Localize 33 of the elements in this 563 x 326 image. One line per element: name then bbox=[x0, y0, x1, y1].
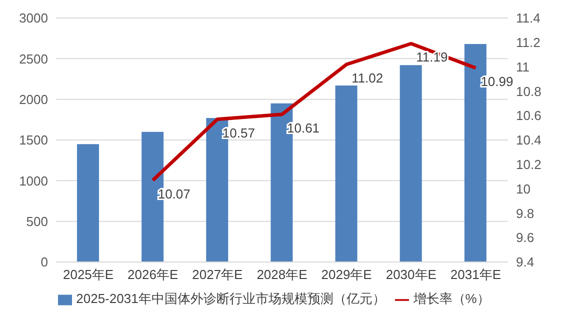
bar bbox=[335, 86, 358, 262]
y-tick-label: 1500 bbox=[19, 132, 48, 148]
y2-tick-label: 9.8 bbox=[516, 206, 534, 221]
x-tick-label: 2025年E bbox=[62, 267, 114, 282]
x-tick-label: 2031年E bbox=[450, 267, 502, 282]
legend-label: 增长率（%） bbox=[413, 291, 490, 306]
y2-tick-label: 10 bbox=[516, 181, 530, 196]
bar bbox=[400, 65, 422, 262]
y2-tick-label: 9.6 bbox=[516, 230, 534, 246]
y2-tick-label: 10.8 bbox=[516, 84, 542, 99]
line-series bbox=[151, 42, 478, 182]
y-tick-label: 1000 bbox=[19, 173, 48, 188]
y2-tick-label: 10.6 bbox=[516, 108, 542, 124]
x-tick-label: 2030年E bbox=[386, 267, 437, 282]
data-label: 11.19 bbox=[416, 50, 448, 65]
y2-tick-label: 11.4 bbox=[516, 10, 540, 26]
x-tick-label: 2028年E bbox=[256, 267, 308, 282]
legend-label: 2025-2031年中国体外诊断行业市场规模预测（亿元） bbox=[76, 291, 386, 306]
x-tick-label: 2029年E bbox=[321, 267, 372, 282]
y-tick-label: 500 bbox=[26, 214, 48, 229]
y2-tick-label: 11 bbox=[516, 59, 530, 74]
x-tick-label: 2026年E bbox=[128, 267, 178, 282]
y-tick-label: 2500 bbox=[19, 51, 48, 66]
y-tick-label: 2000 bbox=[19, 92, 48, 107]
y2-tick-label: 9.4 bbox=[516, 254, 534, 270]
y-tick-label: 0 bbox=[40, 254, 48, 270]
data-label: 11.02 bbox=[352, 70, 384, 86]
bar bbox=[77, 144, 99, 262]
y2-tick-label: 11.2 bbox=[516, 35, 540, 50]
y2-tick-label: 10.4 bbox=[516, 132, 542, 148]
x-tick-label: 2027年E bbox=[192, 267, 244, 282]
y2-tick-label: 10.2 bbox=[516, 157, 542, 172]
y-tick-label: 3000 bbox=[19, 10, 48, 26]
